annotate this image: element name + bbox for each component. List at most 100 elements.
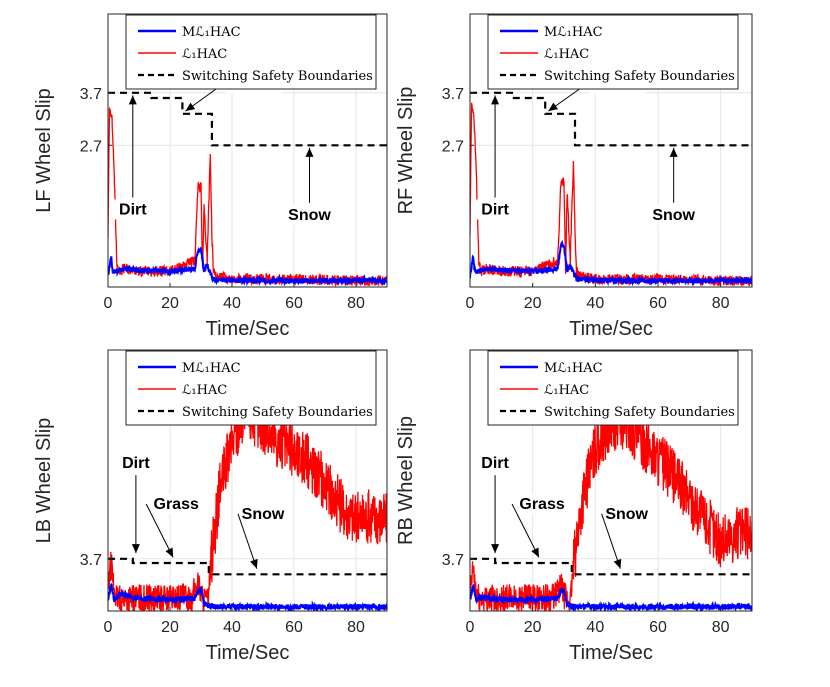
series-boundary [470, 557, 752, 576]
legend-label: ℒ₁HAC [544, 47, 589, 62]
series-l1hac [470, 394, 752, 611]
annotation-arrow [237, 513, 258, 569]
annotation-arrowhead [531, 547, 539, 558]
x-tick-label: 80 [712, 295, 730, 312]
annotation-snow: Snow [242, 506, 285, 523]
annotation-bg [148, 494, 205, 515]
annotation-arrowhead [250, 558, 258, 569]
legend-label: Switching Safety Boundaries [182, 405, 373, 420]
annotation-arrowhead [491, 95, 500, 105]
x-tick-label: 80 [347, 619, 365, 636]
legend-label: Mℒ₁HAC [182, 361, 241, 376]
annotation-grass: Grass [154, 496, 199, 513]
annotation-bg [603, 503, 650, 524]
series-mhac [470, 583, 752, 611]
series-boundary [470, 91, 752, 147]
annotation-bg [514, 494, 571, 515]
plot-area [470, 394, 752, 611]
legend-label: Switching Safety Boundaries [544, 405, 735, 420]
legend-box [125, 14, 377, 90]
annotation-bg [286, 204, 333, 225]
annotation-arrow [601, 513, 621, 569]
x-tick-label: 20 [524, 619, 542, 636]
annotation-arrowhead [185, 102, 196, 112]
x-tick-label: 80 [347, 295, 365, 312]
y-tick-label: 2.7 [80, 138, 102, 155]
x-tick-label: 0 [466, 619, 475, 636]
series-boundary [108, 557, 387, 576]
axes-box [107, 13, 388, 288]
annotation-arrowhead [491, 544, 500, 554]
plot-area [108, 91, 387, 287]
axes-box [469, 13, 753, 288]
annotation-dirt: Dirt [119, 202, 147, 219]
y-axis-title: RB Wheel Slip [395, 416, 417, 545]
x-tick-label: 40 [586, 295, 604, 312]
series-l1hac [108, 107, 387, 287]
legend-label: ℒ₁HAC [182, 47, 227, 62]
x-axis-title: Time/Sec [569, 318, 653, 340]
x-axis-title: Time/Sec [206, 318, 290, 340]
annotation-arrowhead [669, 147, 678, 157]
axes-box [469, 349, 753, 612]
series-mhac [108, 246, 387, 287]
annotation-snow: Snow [288, 207, 331, 224]
annotation-arrowhead [128, 95, 137, 105]
x-tick-label: 60 [285, 295, 303, 312]
legend-box [487, 350, 739, 426]
annotation-bg [472, 199, 519, 220]
x-tick-label: 60 [649, 619, 667, 636]
legend-label: Mℒ₁HAC [182, 25, 241, 40]
y-tick-label: 3.7 [80, 552, 102, 569]
annotation-arrowhead [305, 147, 314, 157]
series-l1hac [470, 102, 752, 287]
annotation-bg [240, 503, 286, 524]
x-tick-label: 0 [104, 295, 113, 312]
chart-panel-3: 0 20 40 60 80 3.7 Time/Sec LB Wheel Slip Dirt Gra… [33, 349, 388, 664]
x-tick-label: 40 [586, 619, 604, 636]
annotation-bg [109, 199, 156, 220]
y-tick-label: 3.7 [442, 86, 464, 103]
annotation-bg [472, 453, 519, 474]
y-axis-title: RF Wheel Slip [395, 87, 417, 215]
x-tick-label: 0 [104, 619, 113, 636]
y-tick-label: 3.7 [442, 552, 464, 569]
y-tick-label: 2.7 [442, 138, 464, 155]
x-tick-label: 80 [712, 619, 730, 636]
annotation-snow: Snow [652, 207, 695, 224]
legend-label: Mℒ₁HAC [544, 25, 603, 40]
annotation-bg [650, 204, 697, 225]
legend-label: Switching Safety Boundaries [544, 69, 735, 84]
series-mhac [470, 239, 752, 287]
y-axis-title: LB Wheel Slip [33, 418, 55, 544]
annotation-arrow [145, 503, 174, 558]
legend-box [125, 350, 377, 426]
chart-panel-4: 0 20 40 60 80 3.7 Time/Sec RB Wheel Slip Dirt Gra… [395, 349, 753, 664]
legend-label: Mℒ₁HAC [544, 361, 603, 376]
plot-area [470, 91, 752, 287]
series-mhac [108, 583, 387, 611]
annotation-dirt: Dirt [122, 455, 150, 472]
legend-label: Switching Safety Boundaries [182, 69, 373, 84]
annotation-arrowhead [613, 558, 622, 569]
x-tick-label: 20 [161, 295, 179, 312]
annotation-dirt: Dirt [481, 202, 509, 219]
annotation-snow: Snow [605, 506, 648, 523]
y-axis-title: LF Wheel Slip [33, 88, 55, 213]
legend-label: ℒ₁HAC [182, 383, 227, 398]
legend-box [487, 14, 739, 90]
annotation-arrow [511, 503, 540, 558]
x-axis-title: Time/Sec [206, 642, 290, 664]
axes-box [107, 349, 388, 612]
series-boundary [108, 91, 387, 147]
annotation-arrowhead [548, 102, 558, 112]
x-tick-label: 60 [649, 295, 667, 312]
x-tick-label: 40 [223, 295, 241, 312]
annotation-arrowhead [165, 547, 174, 558]
x-tick-label: 20 [161, 619, 179, 636]
legend-label: ℒ₁HAC [544, 383, 589, 398]
x-tick-label: 60 [285, 619, 303, 636]
